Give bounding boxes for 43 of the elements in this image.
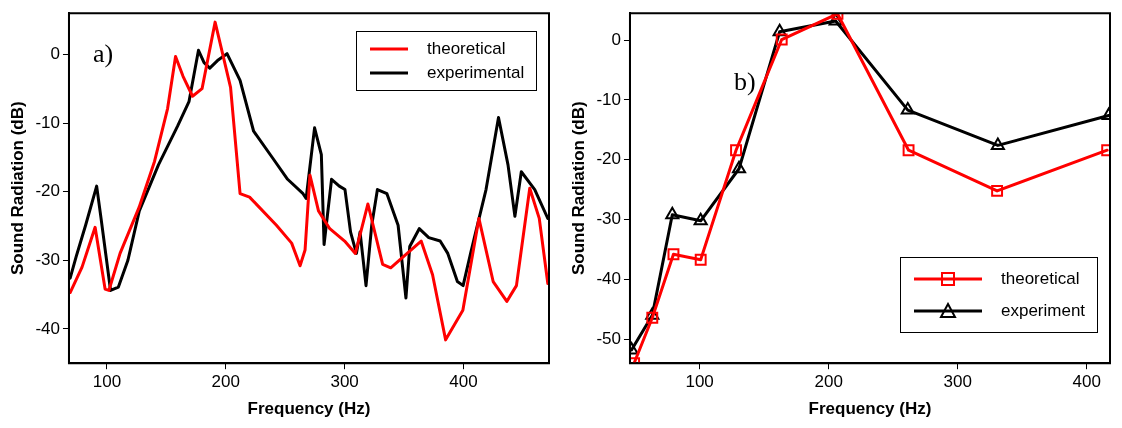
annotation: a) xyxy=(92,39,114,69)
point xyxy=(667,248,680,261)
y-axis-title: Sound Radiation (dB) xyxy=(7,101,27,276)
y-tick-label: -10 xyxy=(35,112,60,132)
x-tick-label: 400 xyxy=(1072,372,1101,392)
x-tick-label: 300 xyxy=(330,372,359,392)
x-tick-label: 400 xyxy=(449,372,478,392)
x-tick-label: 100 xyxy=(92,372,122,392)
legend-label: theoretical xyxy=(427,39,506,60)
point xyxy=(645,307,660,320)
legend-label: theoretical xyxy=(1001,269,1080,290)
x-tick-label: 200 xyxy=(814,372,843,392)
point xyxy=(990,137,1005,150)
point xyxy=(665,206,680,220)
legend-label: experimental xyxy=(427,63,525,84)
y-tick-label: 0 xyxy=(611,29,621,49)
point xyxy=(772,23,787,37)
point xyxy=(730,144,742,157)
y-tick-label: -20 xyxy=(35,181,60,201)
point xyxy=(693,212,708,226)
y-tick-label: -10 xyxy=(596,89,621,109)
y-tick-label: -20 xyxy=(596,149,621,169)
x-tick-label: 200 xyxy=(211,372,240,392)
y-tick-label: -40 xyxy=(35,318,60,338)
annotation: b) xyxy=(733,67,756,97)
point xyxy=(694,253,707,266)
point xyxy=(991,184,1004,197)
legend-label: experiment xyxy=(1001,301,1086,322)
y-tick-label: -30 xyxy=(596,209,621,229)
y-tick-label: 0 xyxy=(50,44,60,64)
y-axis-title: Sound Radiation (dB) xyxy=(568,101,588,276)
y-tick-label: -40 xyxy=(596,269,621,289)
point xyxy=(902,144,915,157)
x-axis-title: Frequency (Hz) xyxy=(808,399,932,419)
point xyxy=(900,102,915,115)
point xyxy=(775,33,788,46)
x-tick-label: 100 xyxy=(685,372,714,392)
point xyxy=(731,160,747,174)
point xyxy=(646,311,659,324)
x-tick-label: 300 xyxy=(943,372,972,392)
y-tick-label: -50 xyxy=(596,328,621,348)
y-tick-label: -30 xyxy=(35,249,60,269)
x-axis-title: Frequency (Hz) xyxy=(247,399,371,419)
